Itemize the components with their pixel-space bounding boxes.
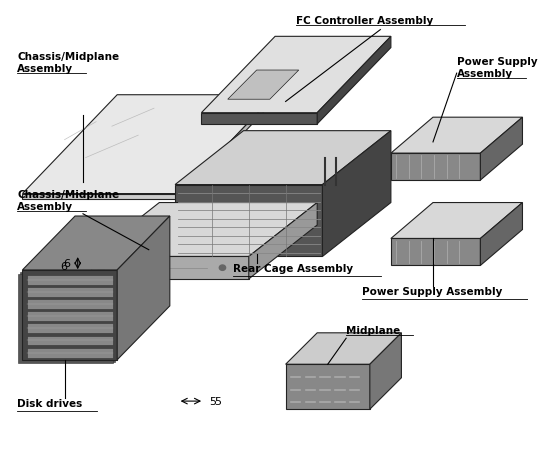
Polygon shape	[181, 96, 275, 199]
Polygon shape	[370, 333, 401, 409]
Text: Power Supply Assembly: Power Supply Assembly	[362, 286, 502, 296]
Polygon shape	[26, 287, 113, 297]
Text: 6: 6	[63, 258, 70, 269]
Polygon shape	[228, 71, 299, 100]
Polygon shape	[23, 270, 117, 360]
Polygon shape	[91, 203, 317, 257]
Text: Assembly: Assembly	[17, 202, 73, 212]
Polygon shape	[26, 275, 113, 285]
Circle shape	[219, 265, 226, 271]
Polygon shape	[391, 118, 523, 154]
Polygon shape	[480, 203, 523, 266]
Polygon shape	[26, 299, 113, 309]
Polygon shape	[20, 272, 115, 362]
Text: Assembly: Assembly	[457, 69, 513, 78]
Text: Chassis/Midplane: Chassis/Midplane	[17, 189, 119, 199]
Polygon shape	[391, 154, 480, 181]
Circle shape	[98, 265, 104, 271]
Polygon shape	[480, 118, 523, 181]
Polygon shape	[391, 203, 523, 239]
Text: 5: 5	[215, 396, 221, 406]
Polygon shape	[317, 37, 391, 124]
Text: Midplane: Midplane	[346, 325, 400, 335]
Polygon shape	[175, 131, 391, 185]
Polygon shape	[322, 131, 391, 257]
Polygon shape	[285, 364, 370, 409]
Polygon shape	[175, 185, 322, 257]
Text: Rear Cage Assembly: Rear Cage Assembly	[233, 263, 353, 274]
Polygon shape	[23, 270, 117, 360]
Polygon shape	[23, 96, 275, 194]
Polygon shape	[117, 216, 170, 360]
Polygon shape	[23, 216, 170, 270]
Text: FC Controller Assembly: FC Controller Assembly	[296, 16, 433, 26]
Polygon shape	[91, 257, 249, 279]
Polygon shape	[23, 194, 181, 199]
Text: 5: 5	[209, 396, 216, 406]
Text: Disk drives: Disk drives	[17, 398, 82, 408]
Text: 6: 6	[60, 262, 67, 272]
Text: Power Supply: Power Supply	[457, 56, 537, 66]
Polygon shape	[285, 333, 401, 364]
Polygon shape	[249, 203, 317, 279]
Polygon shape	[26, 336, 113, 345]
Polygon shape	[26, 348, 113, 358]
Polygon shape	[18, 274, 113, 364]
Polygon shape	[26, 312, 113, 322]
Polygon shape	[26, 324, 113, 334]
Text: Chassis/Midplane: Chassis/Midplane	[17, 52, 119, 62]
Polygon shape	[391, 239, 480, 266]
Text: Assembly: Assembly	[17, 64, 73, 74]
Polygon shape	[201, 37, 391, 114]
Polygon shape	[201, 114, 317, 124]
